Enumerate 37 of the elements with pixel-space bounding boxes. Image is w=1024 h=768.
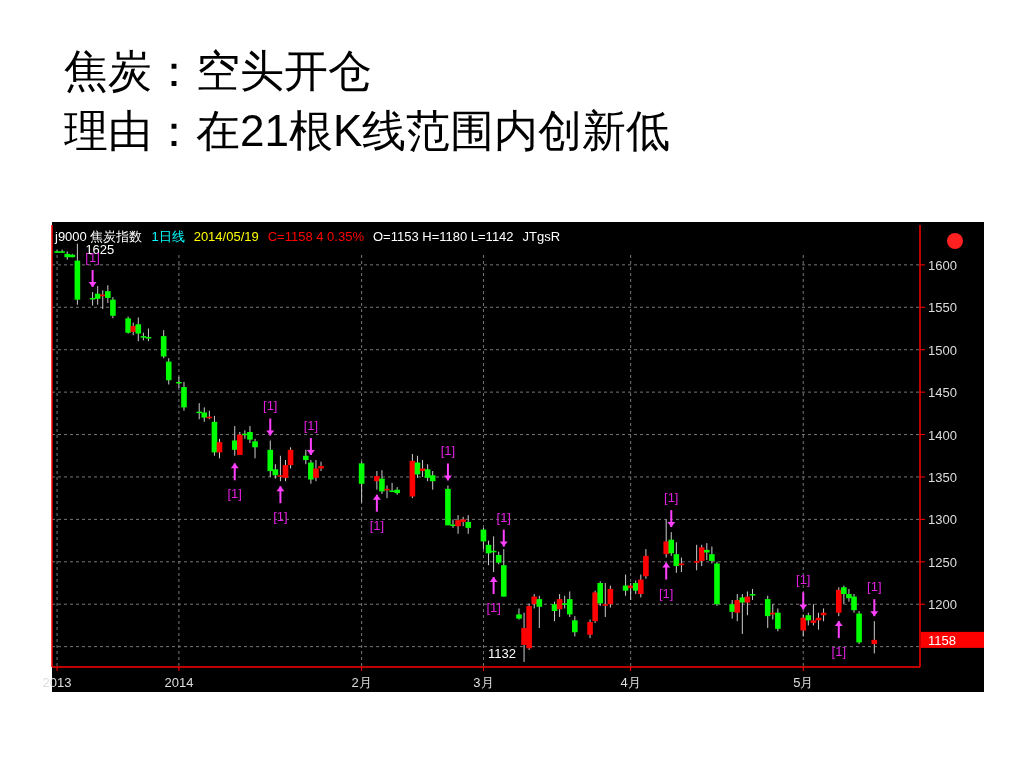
annotation: 1日线 — [151, 229, 185, 244]
annotation: [1] — [796, 572, 811, 588]
x-tick-label: 5月 — [793, 675, 814, 690]
chart-title: 焦炭：空头开仓 — [64, 46, 372, 95]
annotation: [1] — [486, 599, 501, 615]
annotation: [1] — [664, 490, 679, 506]
annotation: O=1153 H=1180 L=1142 — [372, 229, 514, 244]
annotation: [1] — [263, 398, 278, 414]
annotation: 1132 — [488, 645, 517, 661]
annotation: [1] — [831, 644, 847, 660]
y-tick-label: 1550 — [928, 300, 957, 316]
y-tick-label: 1350 — [928, 469, 957, 485]
annotation: [1] — [227, 486, 242, 502]
y-tick-label: 1250 — [928, 554, 957, 570]
annotation: [1] — [658, 585, 674, 601]
y-tick-label: 1200 — [928, 597, 957, 613]
x-tick-label: 2月 — [351, 675, 372, 690]
y-tick-label: 1600 — [928, 257, 957, 273]
annotation: [1] — [303, 418, 319, 433]
text: 1158 — [928, 632, 956, 648]
chart-subtitle: 理由：在21根K线范围内创新低 — [64, 106, 671, 155]
annotation: [1] — [273, 509, 288, 525]
x-tick-label: 4月 — [620, 675, 641, 690]
y-tick-label: 1400 — [928, 427, 957, 443]
annotation: JTgsR — [522, 229, 561, 244]
x-tick-label: 2014 — [164, 675, 194, 690]
annotation: [1] — [369, 517, 385, 533]
x-tick-label: 3月 — [473, 675, 494, 690]
annotation: [1] — [496, 509, 511, 525]
annotation: [1] — [867, 579, 882, 595]
annotation: [1] — [440, 443, 456, 459]
annotation: j9000 焦炭指数 — [54, 229, 143, 244]
annotation: C=1158 4 0.35% — [267, 229, 365, 244]
y-tick-label: 1450 — [928, 385, 957, 401]
y-tick-label: 1500 — [928, 342, 957, 358]
y-tick-label: 1300 — [928, 512, 957, 528]
annotation: 2014/05/19 — [193, 229, 259, 244]
